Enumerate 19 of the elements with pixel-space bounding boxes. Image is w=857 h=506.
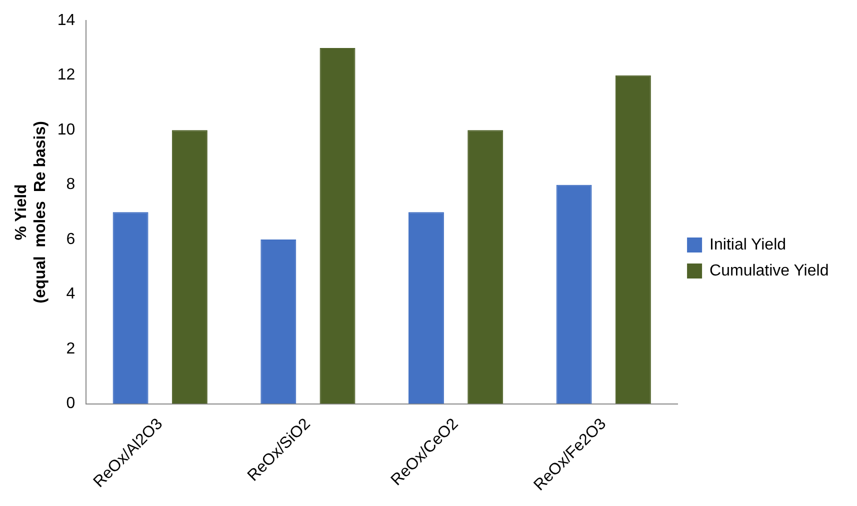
legend-label: Initial Yield bbox=[710, 236, 786, 254]
y-tick-label: 14 bbox=[57, 12, 76, 30]
y-tick-label: 8 bbox=[66, 176, 76, 194]
bar bbox=[408, 212, 444, 404]
bar bbox=[320, 48, 356, 404]
y-tick-label: 4 bbox=[66, 286, 76, 303]
y-tick-label: 10 bbox=[57, 121, 76, 138]
bar bbox=[615, 75, 651, 404]
bar bbox=[112, 212, 148, 404]
legend-label: Cumulative Yield bbox=[710, 262, 829, 280]
bar bbox=[260, 240, 296, 404]
y-tick-label: 6 bbox=[66, 230, 76, 248]
bar bbox=[172, 130, 208, 404]
bar bbox=[468, 130, 504, 404]
y-tick-label: 0 bbox=[66, 395, 76, 412]
bar bbox=[556, 184, 592, 404]
y-tick-label: 2 bbox=[66, 340, 76, 358]
y-axis-title: % Yield (equal moles Re basis) bbox=[13, 121, 50, 304]
y-tick-label: 12 bbox=[57, 66, 76, 84]
